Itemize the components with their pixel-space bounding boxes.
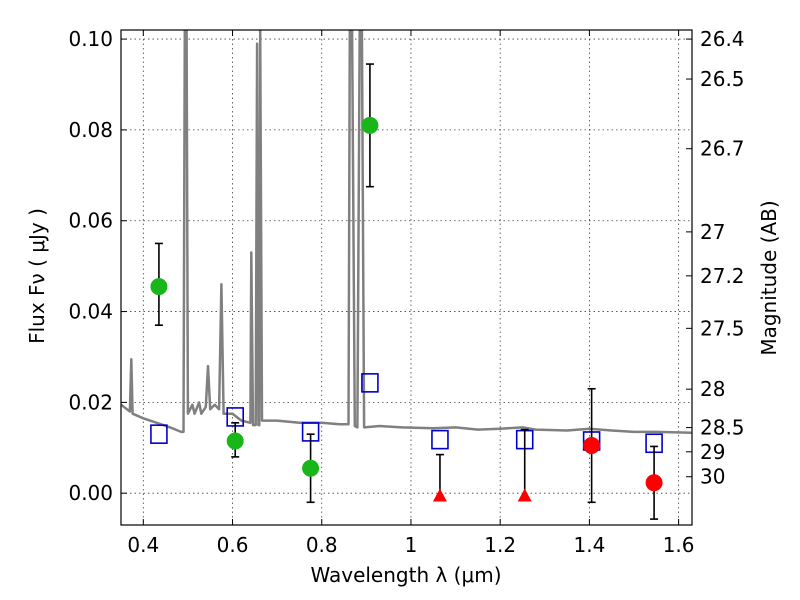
red-data-point [645, 474, 663, 492]
green-data-point [226, 432, 244, 450]
green-data-point [150, 278, 168, 296]
mag-tick-label: 27 [700, 220, 725, 244]
red-upper-limit-triangle [517, 488, 532, 502]
y-tick-label: 0.08 [68, 118, 113, 142]
mag-tick-label: 30 [700, 465, 725, 489]
x-tick-label: 1 [405, 533, 418, 557]
mag-tick-label: 26.4 [700, 27, 745, 51]
y2-axis-label: Magnitude (AB) [757, 200, 781, 355]
y-tick-label: 0.06 [68, 209, 113, 233]
red-upper-limit-triangle [432, 488, 447, 502]
x-tick-label: 1.4 [573, 533, 605, 557]
green-data-point [302, 459, 320, 477]
x-tick-label: 1.6 [663, 533, 695, 557]
model-box-point [361, 373, 379, 393]
plot-area [121, 30, 692, 520]
mag-tick-label: 27.5 [700, 316, 745, 340]
spectrum-line [121, 30, 692, 435]
mag-tick-label: 28 [700, 377, 725, 401]
mag-tick-label: 28.5 [700, 416, 745, 440]
x-tick-label: 0.4 [127, 533, 159, 557]
red-data-point [583, 437, 601, 455]
model-box-point [431, 429, 449, 450]
x-tick-label: 1.2 [484, 533, 516, 557]
y-tick-label: 0.02 [68, 390, 113, 414]
x-tick-label: 0.8 [306, 533, 338, 557]
mag-tick-label: 29 [700, 440, 725, 464]
y-tick-label: 0.00 [68, 481, 113, 505]
model-box-point [150, 424, 168, 444]
axes: 0.4 0.6 0.8 1 1.2 1.4 1.6 0.00 0.02 0.04 0.06 0.08 0… [68, 27, 744, 557]
grid-lines [121, 30, 692, 525]
mag-tick-label: 26.7 [700, 137, 745, 161]
x-axis-label: Wavelength λ (μm) [310, 563, 501, 587]
plot-frame [120, 29, 693, 526]
y-axis-label: Flux Fν ( μJy ) [25, 208, 49, 344]
mag-tick-label: 26.5 [700, 67, 745, 91]
y-tick-label: 0.10 [68, 27, 113, 51]
x-tick-label: 0.6 [217, 533, 249, 557]
y-tick-label: 0.04 [68, 300, 113, 324]
mag-tick-label: 27.2 [700, 264, 745, 288]
green-data-point [361, 116, 379, 134]
